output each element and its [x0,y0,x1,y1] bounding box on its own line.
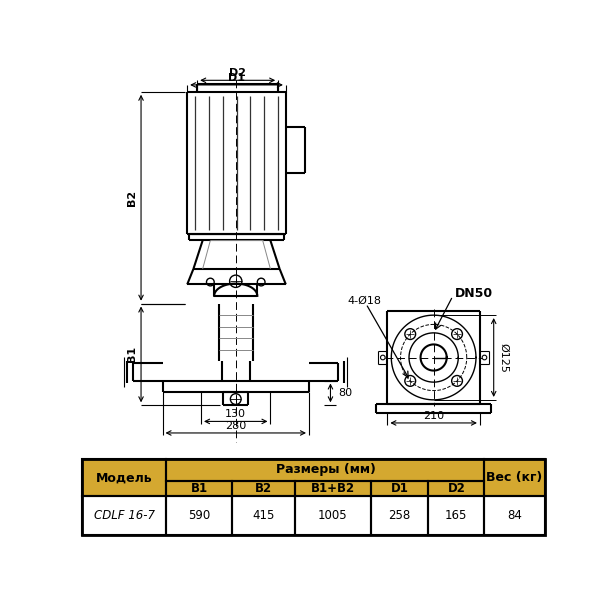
Bar [82,459,544,535]
Circle shape [230,275,242,287]
Bar [370,496,428,535]
Bar [166,481,232,496]
Text: D1: D1 [390,482,408,495]
Bar [166,496,232,535]
Bar [82,459,166,496]
Bar [370,481,428,496]
Text: 590: 590 [188,509,210,522]
Circle shape [230,394,241,405]
Circle shape [452,329,463,339]
Circle shape [405,329,415,339]
Text: B2: B2 [255,482,272,495]
Bar [232,496,295,535]
Bar [82,459,166,496]
Circle shape [482,355,487,360]
Text: B1+B2: B1+B2 [311,482,355,495]
Text: 84: 84 [507,509,522,522]
Text: D2: D2 [229,68,246,78]
Bar [485,496,544,535]
Text: Вес (кг): Вес (кг) [486,471,543,484]
Circle shape [452,376,463,387]
Text: 80: 80 [338,388,353,398]
Bar [295,481,370,496]
Text: 165: 165 [445,509,467,522]
Text: D1: D1 [228,73,245,83]
Text: 1005: 1005 [318,509,348,522]
Circle shape [207,278,214,286]
Bar [166,481,232,496]
Bar [82,496,166,535]
Bar [232,481,295,496]
Circle shape [381,355,385,360]
Text: B1: B1 [127,346,137,362]
Text: CDLF 16-7: CDLF 16-7 [93,509,155,522]
Bar [166,459,485,481]
Text: Ø125: Ø125 [499,342,508,373]
Text: B1: B1 [191,482,208,495]
Text: 258: 258 [388,509,411,522]
Bar [428,496,485,535]
Text: B2: B2 [127,189,137,206]
Bar [232,481,295,496]
Bar [485,459,544,496]
Bar [370,481,428,496]
Text: DN50: DN50 [455,287,493,300]
Bar [428,481,485,496]
Text: Модель: Модель [96,471,152,484]
Bar [82,459,544,535]
Text: 130: 130 [225,409,246,419]
Bar [485,459,544,496]
Bar [295,481,370,496]
Text: 280: 280 [225,420,246,431]
Text: D2: D2 [447,482,466,495]
Text: 210: 210 [423,411,444,420]
Bar [295,496,370,535]
Bar [166,459,485,481]
Circle shape [257,278,265,286]
Bar [428,481,485,496]
Circle shape [405,376,415,387]
Text: 4-Ø18: 4-Ø18 [348,296,381,306]
Text: 415: 415 [252,509,275,522]
Text: Размеры (мм): Размеры (мм) [276,463,375,476]
